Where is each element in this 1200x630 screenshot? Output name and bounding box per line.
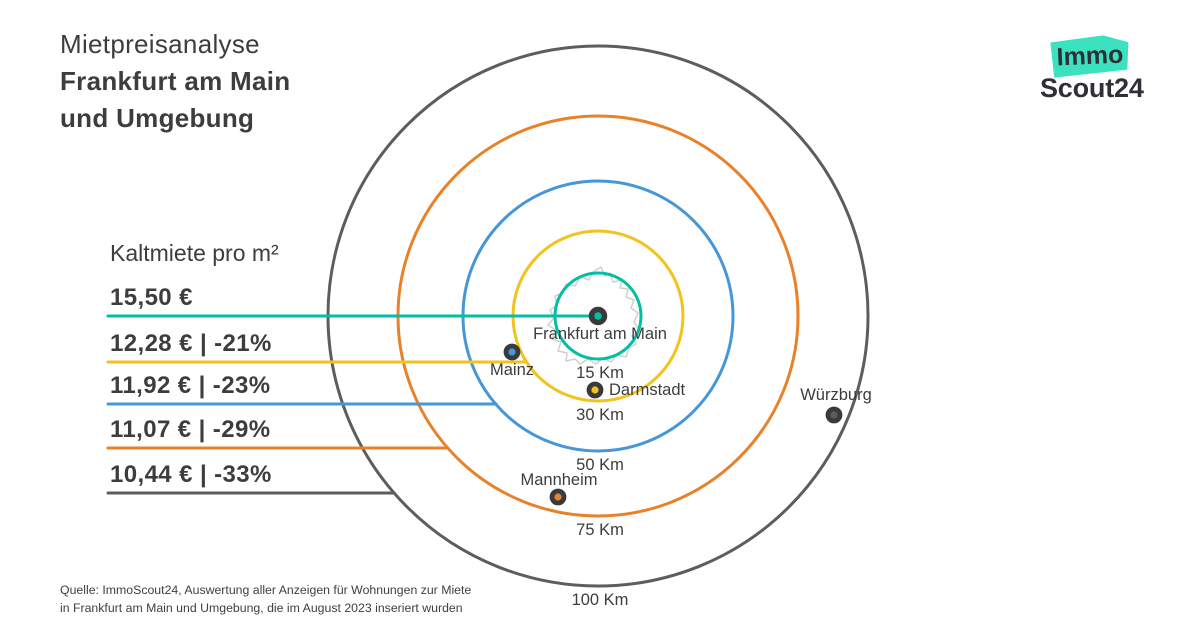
city-label-darmstadt: Darmstadt xyxy=(609,381,686,399)
immoscout24-logo: Immo Scout24 xyxy=(1040,36,1155,102)
city-label-mainz: Mainz xyxy=(490,361,534,379)
source-line-2: in Frankfurt am Main und Umgebung, die i… xyxy=(60,600,463,615)
city-markers: Frankfurt am Main Mainz Darmstadt Mannheim W… xyxy=(490,306,872,506)
frankfurt-map-outline xyxy=(547,266,640,365)
ring-distance-label-15km: 15 Km xyxy=(576,364,624,382)
price-label-100km: 10,44 € | -33% xyxy=(110,461,272,488)
city-label-w-rzburg: Würzburg xyxy=(800,386,872,404)
ring-distance-label-75km: 75 Km xyxy=(576,521,624,539)
source-line-1: Quelle: ImmoScout24, Auswertung aller An… xyxy=(60,583,472,597)
price-label-75km: 11,07 € | -29% xyxy=(110,416,271,443)
price-label-15km: 15,50 € xyxy=(110,284,193,311)
city-dot-w-rzburg xyxy=(825,406,843,424)
source-note: Quelle: ImmoScout24, Auswertung aller An… xyxy=(60,582,471,617)
price-label-50km: 11,92 € | -23% xyxy=(110,372,271,399)
logo-scout24-text: Scout24 xyxy=(1040,73,1144,103)
price-label-30km: 12,28 € | -21% xyxy=(110,330,272,357)
page-title: Mietpreisanalyse Frankfurt am Main und U… xyxy=(60,26,290,137)
title-line-3: und Umgebung xyxy=(60,103,255,133)
city-dot-frankfurt-am-main xyxy=(588,306,608,326)
city-label-frankfurt-am-main: Frankfurt am Main xyxy=(533,325,667,343)
logo-badge: Immo xyxy=(1050,34,1130,77)
ring-distance-label-50km: 50 Km xyxy=(576,456,624,474)
city-label-mannheim: Mannheim xyxy=(520,471,597,489)
city-dot-mainz xyxy=(503,343,521,361)
logo-immo-text: Immo xyxy=(1056,40,1124,72)
title-line-1: Mietpreisanalyse xyxy=(60,29,260,59)
distance-ring-labels: 15 Km 30 Km 50 Km 75 Km 100 Km xyxy=(572,364,629,609)
ring-distance-label-30km: 30 Km xyxy=(576,406,624,424)
ring-distance-label-100km: 100 Km xyxy=(572,591,629,609)
city-dot-mannheim xyxy=(549,488,567,506)
price-connector-lines xyxy=(106,314,600,495)
city-dot-darmstadt xyxy=(586,381,604,399)
title-line-2: Frankfurt am Main xyxy=(60,66,291,96)
legend-heading: Kaltmiete pro m² xyxy=(110,240,279,266)
